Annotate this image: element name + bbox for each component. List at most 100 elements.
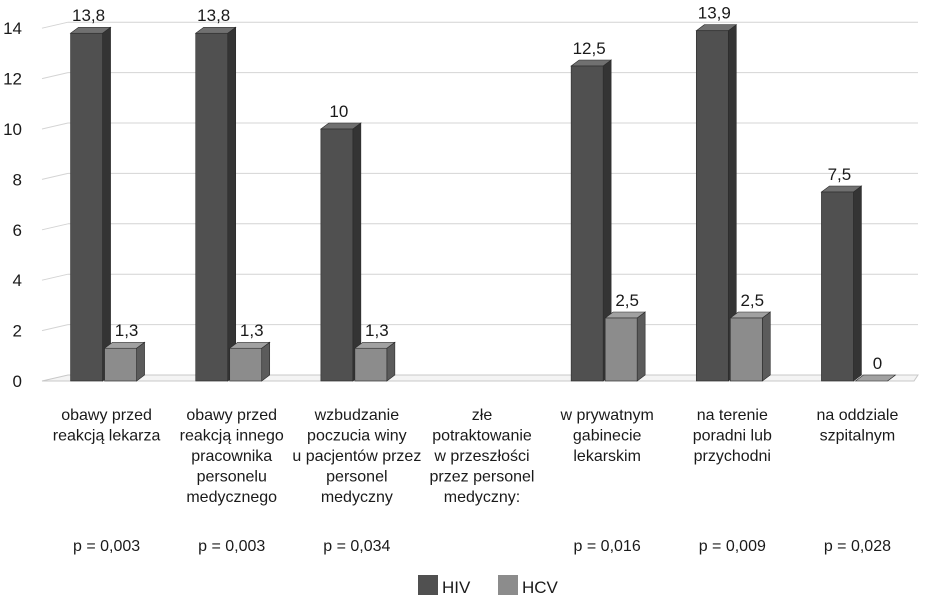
- category-label-line: medycznego: [186, 489, 277, 506]
- bar-hcv-side: [636, 311, 646, 382]
- p-value-label: p = 0,003: [198, 538, 265, 555]
- legend-swatch-hiv: [418, 575, 438, 595]
- bar-hcv-side: [386, 341, 396, 382]
- gridline-depth: [41, 223, 69, 231]
- bar-hiv: [570, 59, 613, 382]
- legend: HIV HCV: [418, 575, 559, 597]
- y-axis: 0 2 4 6 8 10 12 14: [3, 19, 22, 391]
- data-label-hcv: 2,5: [615, 291, 639, 310]
- bar-hiv-front: [195, 32, 229, 382]
- gridline-depth: [41, 273, 69, 281]
- bar-hcv-front: [229, 347, 263, 382]
- bar-hcv-front: [104, 347, 137, 382]
- category-label-line: w prywatnym: [559, 407, 653, 424]
- bar-hiv-side: [853, 185, 862, 382]
- bar-hiv-front: [821, 191, 854, 382]
- category-label-line: u pacjentów przez: [292, 448, 421, 465]
- y-tick-label: 10: [3, 120, 22, 139]
- category-label-line: medyczny: [321, 489, 393, 506]
- bar-hiv-front: [70, 32, 103, 382]
- category-label-line: reakcją innego: [180, 428, 284, 445]
- data-label-hiv: 13,8: [72, 6, 105, 25]
- bar-hiv-side: [352, 122, 362, 382]
- category-label-line: przez personel: [430, 469, 535, 486]
- bar-hcv-side: [761, 311, 771, 382]
- bar-hcv: [604, 311, 647, 382]
- gridline-depth: [41, 122, 69, 130]
- y-tick-label: 2: [13, 322, 22, 341]
- category-label-line: personelu: [197, 469, 267, 486]
- category-label-line: lekarskim: [573, 448, 641, 465]
- bar-hcv-side: [261, 341, 271, 382]
- data-label-hiv: 13,8: [197, 6, 230, 25]
- bar-hcv-front: [354, 347, 388, 382]
- y-tick-label: 0: [13, 372, 22, 391]
- bar-hiv-front: [695, 30, 729, 382]
- bar-hcv-front: [604, 317, 638, 382]
- category-label: złe potraktowanie w przeszłości przez perso…: [430, 407, 535, 506]
- chart-floor: [41, 374, 919, 382]
- bar-hiv: [695, 24, 738, 382]
- data-label-hcv: 1,3: [365, 321, 389, 340]
- gridline-depth: [41, 324, 69, 332]
- legend-swatch-hcv: [498, 575, 518, 595]
- data-label-hcv: 0: [873, 354, 882, 373]
- data-label-hcv: 1,3: [115, 321, 139, 340]
- p-value-label: p = 0,009: [699, 538, 766, 555]
- category-label-line: reakcją lekarza: [53, 428, 161, 445]
- y-tick-label: 8: [13, 170, 22, 189]
- category-label-line: na oddziale: [817, 407, 899, 424]
- p-value-label: p = 0,028: [824, 538, 891, 555]
- data-label-hcv: 2,5: [740, 291, 764, 310]
- category-label-line: wzbudzanie: [314, 407, 400, 424]
- bar-hcv-top: [854, 374, 897, 382]
- bars: [69, 24, 897, 382]
- grid-layer: [41, 21, 919, 382]
- category-label: obawy przed reakcją innego pracownika perso…: [180, 407, 284, 506]
- category-label-line: w przeszłości: [433, 448, 529, 465]
- category-label-line: gabinecie: [573, 428, 642, 445]
- y-tick-label: 6: [13, 221, 22, 240]
- category-label-line: medyczny:: [444, 489, 520, 506]
- bar-hcv-side: [136, 341, 145, 382]
- bar-hiv-side: [227, 26, 237, 382]
- bar-hiv-front: [320, 128, 354, 382]
- category-label-line: obawy przed: [186, 407, 277, 424]
- category-label-line: złe: [472, 407, 493, 424]
- bar-hiv: [194, 26, 237, 382]
- bar-hcv: [228, 341, 271, 382]
- category-label: na terenie poradni lub przychodni: [693, 407, 772, 465]
- legend-label-hiv: HIV: [442, 578, 471, 597]
- bar-hiv-side: [102, 26, 111, 382]
- bar-hcv-front: [729, 317, 763, 382]
- data-label-hiv: 13,9: [698, 4, 731, 23]
- y-tick-label: 4: [13, 271, 22, 290]
- gridline-depth: [41, 172, 69, 180]
- bar-hiv: [319, 122, 362, 382]
- category-label-line: obawy przed: [61, 407, 152, 424]
- data-label-hiv: 10: [329, 102, 348, 121]
- category-label: obawy przed reakcją lekarza: [53, 407, 161, 445]
- bar-hiv: [820, 185, 863, 382]
- bar-hcv: [854, 374, 897, 382]
- category-label: na oddziale szpitalnym: [817, 407, 899, 445]
- p-value-label: p = 0,016: [574, 538, 641, 555]
- data-label-hcv: 1,3: [240, 321, 264, 340]
- category-label-line: poradni lub: [693, 428, 772, 445]
- category-label-line: przychodni: [694, 448, 771, 465]
- y-tick-label: 12: [3, 70, 22, 89]
- category-label: w prywatnym gabinecie lekarskim: [559, 407, 653, 465]
- category-labels: obawy przed reakcją lekarza obawy przed rea…: [53, 407, 899, 506]
- category-label-line: poczucia winy: [307, 428, 407, 445]
- p-value-labels: p = 0,003 p = 0,003 p = 0,034 p = 0,016 p = …: [73, 538, 891, 555]
- category-label-line: na terenie: [697, 407, 768, 424]
- legend-label-hcv: HCV: [522, 578, 559, 597]
- y-tick-label: 14: [3, 19, 22, 38]
- category-label-line: szpitalnym: [820, 428, 896, 445]
- p-value-label: p = 0,003: [73, 538, 140, 555]
- data-label-hiv: 12,5: [573, 39, 606, 58]
- category-label-line: personel: [326, 469, 387, 486]
- bar-hiv-front: [570, 65, 604, 382]
